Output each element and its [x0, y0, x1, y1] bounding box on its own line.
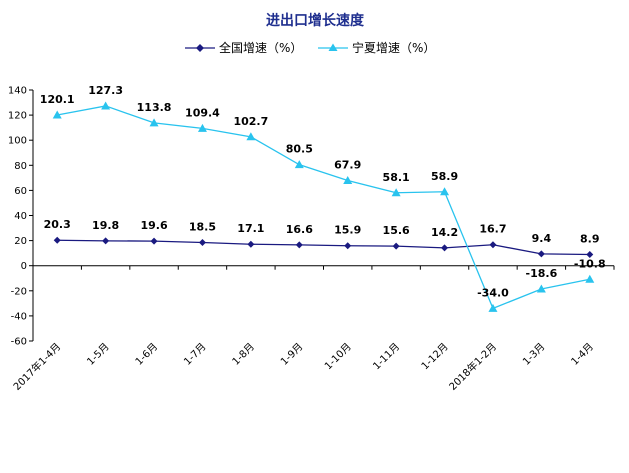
- x-tick-label: 1-9月: [278, 341, 305, 368]
- data-label-ningxia: 67.9: [334, 158, 361, 171]
- point-ningxia: [246, 132, 256, 141]
- series-layer: [52, 101, 595, 312]
- data-label-national: 16.6: [286, 223, 313, 236]
- y-tick-label: -60: [11, 337, 27, 348]
- x-tick-label: 1-7月: [181, 341, 208, 368]
- data-label-national: 19.8: [92, 219, 119, 232]
- data-label-ningxia: -34.0: [477, 286, 509, 299]
- data-label-national: 15.9: [334, 224, 361, 237]
- point-national: [441, 244, 449, 252]
- x-tick-label: 2018年1-2月: [446, 340, 499, 393]
- x-tick-label: 1-6月: [133, 341, 160, 368]
- point-ningxia: [488, 303, 498, 312]
- y-tick-label: -20: [11, 286, 27, 297]
- axes: -60 -40 -20 0 20 40 60 80 100 120 140 2017年1-4月 1-5月…: [8, 86, 615, 393]
- data-label-national: 9.4: [532, 232, 552, 245]
- x-tick-label: 1-3月: [520, 341, 547, 368]
- data-label-ningxia: 102.7: [233, 115, 268, 128]
- legend-label-national: 全国增速（%）: [219, 40, 302, 55]
- x-tick-label: 2017年1-4月: [10, 340, 63, 393]
- point-national: [53, 236, 61, 244]
- x-tick-label: 1-11月: [371, 341, 403, 373]
- point-national: [586, 251, 594, 259]
- data-label-national: 8.9: [580, 233, 600, 246]
- point-ningxia: [197, 123, 207, 132]
- legend-label-ningxia: 宁夏增速（%）: [352, 40, 435, 55]
- point-national: [247, 240, 255, 248]
- data-label-ningxia: 113.8: [137, 101, 172, 114]
- y-tick-label: -40: [11, 311, 27, 322]
- point-ningxia: [52, 110, 62, 119]
- data-label-ningxia: 58.9: [431, 170, 458, 183]
- y-tick-label: 60: [14, 186, 27, 197]
- data-label-national: 15.6: [383, 224, 410, 237]
- x-tick-label: 1-8月: [230, 341, 257, 368]
- x-tick-label: 1-5月: [85, 341, 112, 368]
- point-national: [102, 237, 110, 245]
- data-label-ningxia: 120.1: [40, 93, 75, 106]
- point-national: [489, 241, 497, 249]
- point-national: [392, 242, 400, 250]
- point-ningxia: [391, 188, 401, 197]
- point-ningxia: [585, 274, 595, 283]
- legend-item-ningxia: 宁夏增速（%）: [318, 40, 435, 55]
- y-tick-label: 40: [14, 211, 27, 222]
- series-line-ningxia: [57, 105, 590, 310]
- data-label-ningxia: -10.8: [574, 257, 606, 270]
- point-ningxia: [149, 118, 159, 127]
- point-national: [295, 241, 303, 249]
- chart-title: 进出口增长速度: [266, 12, 365, 29]
- y-tick-label: 20: [14, 236, 27, 247]
- legend: 全国增速（%） 宁夏增速（%）: [185, 40, 435, 55]
- point-national: [537, 250, 545, 258]
- y-tick-label: 0: [21, 261, 27, 272]
- point-national: [150, 237, 158, 245]
- data-label-national: 17.1: [237, 222, 264, 235]
- point-ningxia: [294, 160, 304, 169]
- y-tick-label: 100: [8, 136, 27, 147]
- data-label-national: 16.7: [479, 223, 506, 236]
- y-tick-label: 80: [14, 161, 27, 172]
- point-national: [198, 238, 206, 246]
- data-label-ningxia: 109.4: [185, 106, 220, 119]
- data-label-ningxia: -18.6: [526, 267, 558, 280]
- point-ningxia: [101, 101, 111, 110]
- series-line-national: [57, 239, 590, 256]
- data-label-national: 14.2: [431, 226, 458, 239]
- y-tick-label: 140: [8, 86, 27, 97]
- data-labels: 20.3 19.8 19.6 18.5 17.1 16.6 15.9 15.6 14.2 16.7…: [40, 84, 606, 299]
- point-ningxia: [343, 175, 353, 184]
- point-national: [344, 242, 352, 250]
- data-label-national: 20.3: [44, 218, 71, 231]
- x-tick-label: 1-10月: [322, 341, 354, 373]
- x-tick-label: 1-4月: [569, 341, 596, 368]
- data-label-ningxia: 127.3: [88, 84, 123, 97]
- legend-item-national: 全国增速（%）: [185, 40, 302, 55]
- data-label-ningxia: 80.5: [286, 143, 313, 156]
- data-label-national: 19.6: [140, 219, 167, 232]
- legend-marker-national: [196, 44, 204, 52]
- y-tick-label: 120: [8, 111, 27, 122]
- legend-marker-ningxia: [328, 43, 338, 51]
- data-label-ningxia: 58.1: [383, 171, 410, 184]
- point-ningxia: [536, 284, 546, 293]
- point-ningxia: [440, 187, 450, 196]
- data-label-national: 18.5: [189, 220, 216, 233]
- x-tick-label: 1-12月: [419, 341, 451, 373]
